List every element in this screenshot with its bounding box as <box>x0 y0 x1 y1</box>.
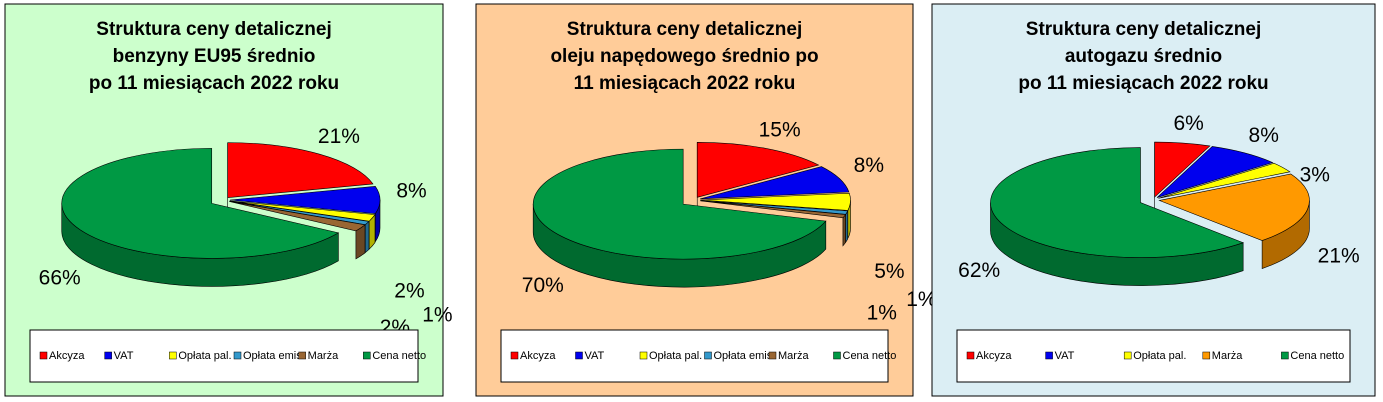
legend-label: Akcyza <box>49 350 85 362</box>
legend-swatch <box>768 351 777 360</box>
data-label: 1% <box>906 288 936 311</box>
data-label: 1% <box>867 301 897 324</box>
legend-swatch <box>966 351 975 360</box>
data-label: 5% <box>874 260 904 283</box>
legend-label: Marża <box>778 350 809 362</box>
slice <box>61 148 340 259</box>
chart-title: 11 miesiącach 2022 roku <box>574 73 796 94</box>
data-label: 66% <box>39 267 81 290</box>
data-label: 70% <box>522 274 564 297</box>
slice-side-shade <box>369 214 375 250</box>
data-label: 15% <box>759 118 801 141</box>
data-label: 3% <box>1300 163 1330 186</box>
legend-label: Cena netto <box>1290 350 1344 362</box>
legend-label: Opłata pal. <box>1133 350 1186 362</box>
data-label: 8% <box>854 154 884 177</box>
slice-side-shade <box>375 200 380 242</box>
legend-swatch <box>1123 351 1132 360</box>
legend-swatch <box>363 351 371 360</box>
legend-label: Marża <box>1212 350 1243 362</box>
legend-swatch <box>1045 351 1053 360</box>
slice-side-shade <box>842 214 846 246</box>
slice <box>696 142 820 198</box>
data-label: 2% <box>394 280 424 303</box>
slice-side-shade <box>533 204 826 288</box>
legend-swatch <box>510 351 519 360</box>
legend-swatch <box>39 351 48 360</box>
slice-side-shade <box>845 210 848 243</box>
data-label: 62% <box>958 259 1000 282</box>
chart-title: oleju napędowego średnio po <box>550 46 818 67</box>
legend <box>500 329 889 383</box>
legend-swatch <box>1281 351 1289 360</box>
legend-swatch <box>575 351 583 360</box>
slice-side-shade <box>1262 200 1310 269</box>
legend-swatch <box>104 351 112 360</box>
data-label: 8% <box>1249 124 1279 147</box>
legend-label: Opłata emis. <box>243 350 305 362</box>
legend-label: Opłata pal. <box>178 350 231 362</box>
slice <box>990 147 1245 258</box>
legend-label: Cena netto <box>843 350 897 362</box>
slice <box>1158 162 1291 199</box>
data-label: 21% <box>318 125 360 148</box>
chart-panel: Struktura ceny detalicznej benzyny EU95 ś… <box>4 3 453 397</box>
slice-side-shade <box>355 224 365 259</box>
slice-side-shade <box>61 203 339 287</box>
legend-label: VAT <box>585 350 605 362</box>
chart-panel: Struktura ceny detalicznej autogazu średn… <box>931 3 1376 397</box>
legend <box>29 329 419 383</box>
slice <box>532 148 827 260</box>
slice-side-shade <box>365 221 369 253</box>
slice <box>229 186 381 214</box>
slice <box>700 192 851 211</box>
slice <box>700 166 850 200</box>
data-label: 21% <box>1318 244 1360 267</box>
legend-label: Akcyza <box>976 350 1012 362</box>
data-label: 8% <box>396 180 426 203</box>
chart-title: Struktura ceny detalicznej <box>96 19 331 40</box>
slice <box>229 201 366 232</box>
legend-label: VAT <box>1055 350 1075 362</box>
chart-title: benzyny EU95 średnio <box>113 46 316 67</box>
legend-swatch <box>639 351 648 360</box>
slice <box>1156 146 1274 198</box>
data-label: 6% <box>1173 112 1203 135</box>
legend-swatch <box>169 351 177 360</box>
chart-title: autogazu średnio <box>1065 46 1222 67</box>
legend-swatch <box>298 351 306 360</box>
slice <box>1154 141 1211 198</box>
slice <box>1158 173 1310 241</box>
chart-panel: Struktura ceny detalicznej oleju napędowe… <box>475 3 937 397</box>
chart-title: po 11 miesiącach 2022 roku <box>1018 73 1268 94</box>
slice <box>227 142 374 198</box>
slice <box>700 200 847 219</box>
legend-label: VAT <box>114 350 134 362</box>
chart-title: Struktura ceny detalicznej <box>1026 19 1261 40</box>
legend-swatch <box>704 351 712 360</box>
chart-title: Struktura ceny detalicznej <box>567 19 802 40</box>
legend-swatch <box>233 351 242 360</box>
legend-swatch <box>1202 351 1211 360</box>
legend-label: Cena netto <box>372 350 426 362</box>
legend-label: Marża <box>308 350 339 362</box>
chart-title: po 11 miesiącach 2022 roku <box>89 73 339 94</box>
legend-swatch <box>833 351 841 360</box>
data-label: 1% <box>422 303 452 326</box>
legend-label: Opłata emis. <box>714 350 776 362</box>
legend-label: Akcyza <box>520 350 556 362</box>
slice-side-shade <box>990 202 1244 286</box>
legend-label: Opłata pal. <box>649 350 702 362</box>
